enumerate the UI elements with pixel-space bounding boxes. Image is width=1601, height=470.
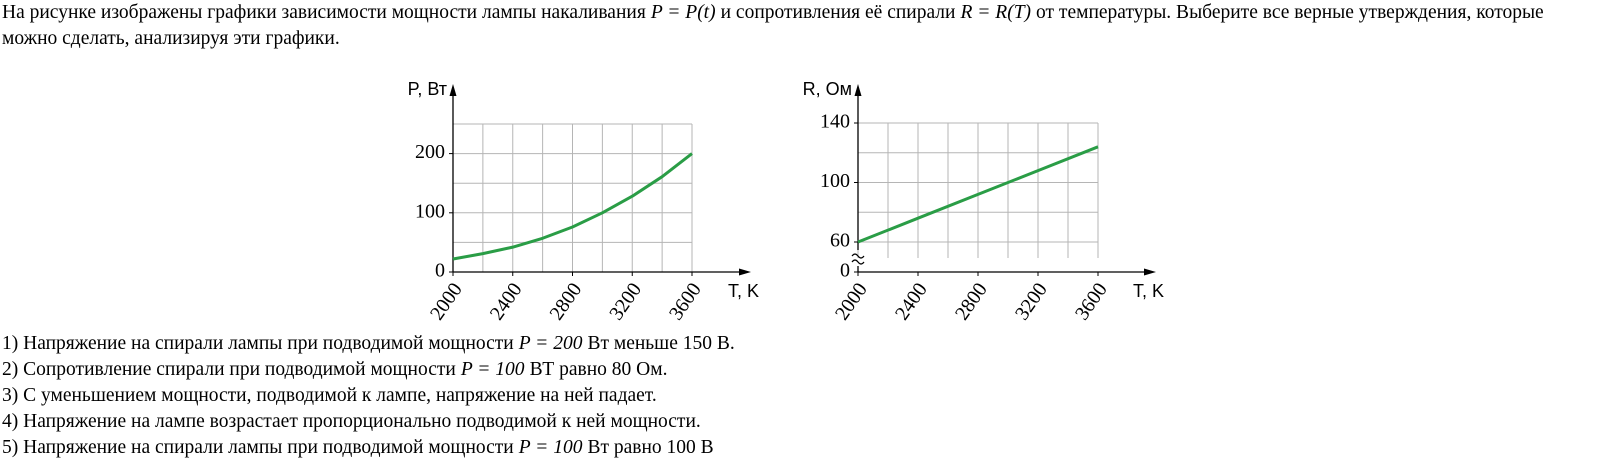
y-tick-label: 140 (820, 111, 850, 133)
formula: P = 100 (460, 359, 525, 380)
text: Вт равно 100 В (587, 437, 714, 458)
data-line (452, 152, 693, 261)
option: 1) Напряжение на спирали лампы при подво… (2, 331, 735, 357)
x-tick-label: 3200 (1011, 279, 1052, 324)
data-line (857, 145, 1099, 244)
x-axis-label: T, K (1133, 281, 1164, 301)
x-axis-label: T, K (728, 281, 759, 301)
text: 1) Напряжение на спирали лампы при подво… (2, 333, 514, 354)
options: 1) Напряжение на спирали лампы при подво… (2, 331, 735, 461)
y-tick-label: 200 (415, 141, 445, 163)
text: На рисунке изображены графики зависимост… (2, 2, 646, 23)
option: 5) Напряжение на спирали лампы при подво… (2, 435, 735, 461)
text: и сопротивления её спирали (720, 2, 956, 23)
y-tick-label: 0 (840, 260, 850, 282)
y-tick-label: 100 (820, 170, 850, 192)
formula: R = R(T) (960, 2, 1032, 23)
y-tick-label: 0 (435, 260, 445, 282)
y-tick-label: 100 (415, 200, 445, 222)
text: 5) Напряжение на спирали лампы при подво… (2, 437, 514, 458)
formula: P = 200 (518, 333, 583, 354)
y-axis-label: P, Вт (408, 79, 447, 99)
option: 4) Напряжение на лампе возрастает пропор… (2, 409, 735, 435)
question: На рисунке изображены графики зависимост… (2, 0, 1567, 52)
y-axis-label: R, Ом (803, 79, 852, 99)
x-arrow (739, 268, 751, 276)
x-arrow (1144, 268, 1156, 276)
y-tick-label: 60 (830, 230, 850, 252)
y-arrow (854, 84, 862, 96)
formula: P = 100 (518, 437, 583, 458)
x-tick-label: 2000 (426, 279, 467, 324)
x-tick-label: 3200 (605, 279, 646, 324)
y-arrow (449, 84, 457, 96)
x-tick-label: 2800 (951, 279, 992, 324)
axis-break (851, 253, 865, 265)
formula: P = P(t) (650, 2, 716, 23)
text: от температуры. Выберите все верные утве… (2, 2, 1544, 49)
x-tick-label: 3600 (665, 279, 706, 324)
option: 3) С уменьшением мощности, подводимой к … (2, 383, 735, 409)
x-tick-label: 2400 (486, 279, 527, 324)
x-tick-label: 2400 (891, 279, 932, 324)
x-tick-label: 3600 (1071, 279, 1112, 324)
text: 3) С уменьшением мощности, подводимой к … (2, 385, 657, 406)
text: 2) Сопротивление спирали при подводимой … (2, 359, 456, 380)
x-tick-label: 2800 (545, 279, 586, 324)
option: 2) Сопротивление спирали при подводимой … (2, 357, 735, 383)
x-tick-label: 2000 (831, 279, 872, 324)
text: 4) Напряжение на лампе возрастает пропор… (2, 411, 701, 432)
text: ВТ равно 80 Ом. (529, 359, 668, 380)
text: Вт меньше 150 В. (587, 333, 735, 354)
